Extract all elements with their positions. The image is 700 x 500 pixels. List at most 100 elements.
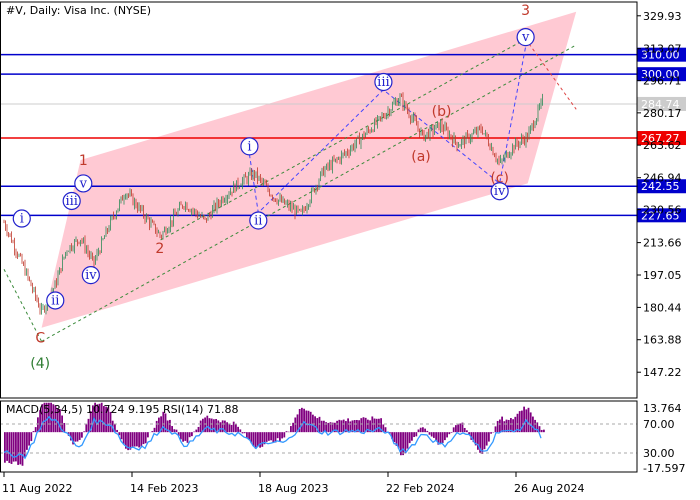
- macd-bar: [246, 432, 248, 439]
- macd-bar: [248, 432, 250, 440]
- macd-bar: [12, 432, 15, 462]
- macd-bar: [505, 419, 508, 433]
- macd-bar: [155, 420, 158, 433]
- macd-bar: [250, 432, 253, 444]
- x-tick-label: 26 Aug 2024: [514, 482, 584, 495]
- macd-bar: [125, 432, 127, 449]
- macd-bar: [32, 431, 35, 433]
- macd-bar: [527, 407, 530, 433]
- macd-bar: [472, 432, 475, 443]
- macd-bar: [512, 419, 514, 433]
- macd-bar: [83, 431, 85, 433]
- level-tag-label: 300.00: [641, 68, 680, 81]
- macd-bar: [281, 432, 283, 439]
- y-tick-label: 230.56: [643, 204, 682, 217]
- macd-bar: [334, 422, 336, 433]
- macd-bar: [72, 432, 74, 445]
- macd-bar: [136, 432, 138, 447]
- macd-bar: [15, 432, 17, 462]
- level-tag-label: 242.55: [641, 180, 680, 193]
- x-tick-label: 11 Aug 2022: [2, 482, 72, 495]
- y-tick-label: 246.94: [643, 172, 682, 185]
- indicator-tick-label: 70.00: [643, 418, 675, 431]
- macd-bar: [265, 432, 268, 442]
- macd-bar: [437, 432, 440, 445]
- macd-bar: [325, 422, 327, 433]
- macd-bar: [428, 432, 431, 435]
- macd-bar: [452, 427, 455, 433]
- wave-label-circle: [516, 28, 535, 47]
- macd-bar: [397, 432, 400, 449]
- macd-bar: [274, 432, 277, 443]
- wave-label: (4): [30, 356, 50, 372]
- macd-bar: [424, 428, 426, 433]
- macd-bar: [309, 411, 312, 433]
- macd-bar: [186, 432, 189, 443]
- macd-bar: [389, 432, 391, 434]
- macd-bar: [177, 432, 180, 437]
- macd-bar: [448, 432, 451, 435]
- wave-label: ii: [51, 293, 59, 308]
- macd-bar: [118, 432, 121, 436]
- macd-bar: [382, 424, 385, 433]
- macd-bar: [501, 416, 503, 433]
- macd-bar: [252, 432, 255, 447]
- macd-bar: [184, 432, 187, 441]
- macd-bar: [78, 432, 81, 440]
- macd-bar: [367, 419, 369, 433]
- y-tick-label: 280.17: [643, 107, 682, 120]
- indicator-tick-label: 30.00: [643, 447, 675, 460]
- macd-bar: [327, 422, 330, 433]
- macd-bar: [468, 432, 470, 435]
- macd-bar: [413, 432, 415, 438]
- x-tick-label: 22 Feb 2024: [386, 482, 454, 495]
- macd-bar: [503, 421, 506, 433]
- wave-label: 2: [155, 241, 164, 257]
- macd-bar: [76, 432, 79, 442]
- macd-bar: [116, 429, 118, 433]
- macd-bar: [173, 429, 176, 433]
- wave-label-circle: [12, 209, 31, 228]
- macd-bar: [488, 432, 490, 442]
- macd-bar: [540, 429, 543, 433]
- macd-bar: [219, 422, 222, 433]
- macd-bar: [364, 417, 367, 433]
- macd-bar: [294, 417, 297, 433]
- macd-bar: [496, 420, 499, 433]
- macd-bar: [129, 432, 132, 450]
- macd-bar: [56, 408, 59, 433]
- macd-bar: [210, 418, 213, 433]
- y-tick-label: 180.44: [643, 301, 682, 314]
- macd-bar: [463, 427, 466, 433]
- macd-bar: [232, 421, 235, 433]
- wave-label: iii: [65, 194, 77, 209]
- macd-bar: [120, 432, 123, 440]
- macd-bar: [283, 432, 286, 438]
- wave-label: C: [35, 331, 45, 347]
- macd-bar: [63, 422, 66, 433]
- macd-bar: [195, 429, 198, 433]
- macd-bar: [400, 432, 402, 456]
- macd-bar: [268, 432, 270, 441]
- wave-label: iii: [377, 75, 389, 90]
- macd-bar: [103, 406, 105, 433]
- macd-bar: [208, 418, 211, 433]
- wave-label: (a): [411, 149, 431, 165]
- macd-bar: [215, 418, 217, 433]
- macd-bar: [430, 432, 433, 437]
- macd-bar: [160, 416, 162, 433]
- macd-bar: [8, 432, 11, 463]
- macd-bar: [257, 432, 259, 447]
- macd-bar: [230, 424, 233, 433]
- macd-bar: [138, 432, 140, 448]
- x-tick-label: 14 Feb 2023: [130, 482, 198, 495]
- macd-bar: [153, 427, 156, 433]
- channel-band: [41, 11, 577, 328]
- macd-bar: [52, 404, 55, 433]
- macd-bar: [362, 417, 365, 433]
- macd-bar: [166, 420, 169, 433]
- macd-bar: [279, 432, 281, 442]
- macd-bar: [261, 432, 264, 447]
